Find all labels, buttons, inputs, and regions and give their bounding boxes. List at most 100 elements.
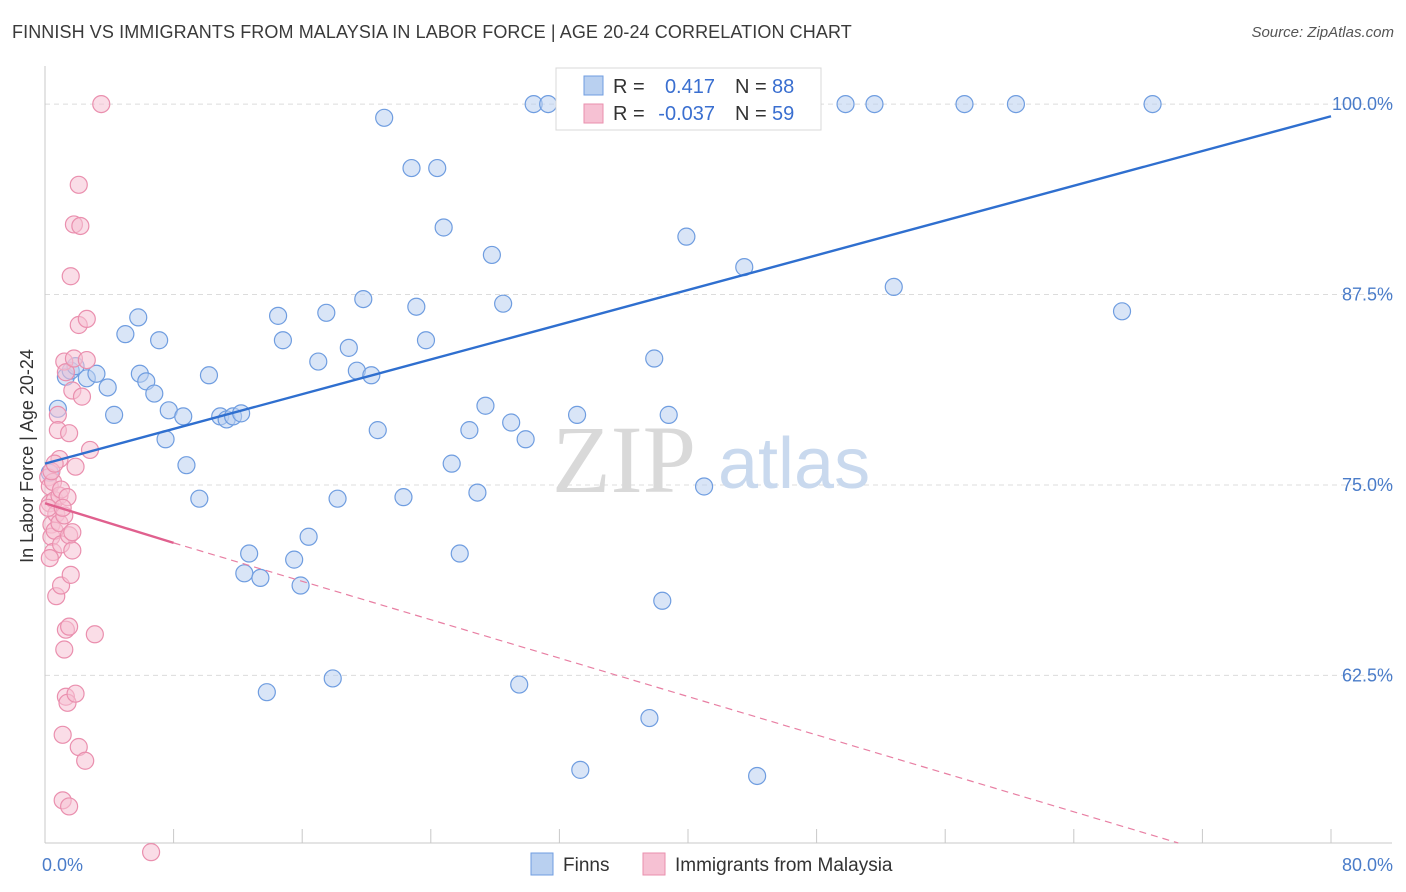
point-finns xyxy=(268,306,288,325)
x-tick-label: 0.0% xyxy=(42,855,83,875)
point-finns xyxy=(653,591,672,610)
trend-line-malaysia-extended xyxy=(173,542,1179,844)
point-malaysia xyxy=(61,565,80,584)
point-malaysia xyxy=(56,363,75,382)
point-malaysia xyxy=(66,457,85,476)
stats-swatch-finns xyxy=(583,75,604,96)
point-finns xyxy=(884,277,903,297)
point-finns xyxy=(309,352,328,371)
point-finns xyxy=(368,421,387,440)
point-finns xyxy=(257,683,276,702)
stats-n-value-finns: 88 xyxy=(772,76,794,98)
point-finns xyxy=(317,303,336,322)
point-malaysia xyxy=(141,843,161,862)
point-finns xyxy=(150,331,169,350)
point-finns xyxy=(510,675,529,694)
point-finns xyxy=(323,669,342,688)
stats-n-key-malaysia: N = xyxy=(735,103,767,125)
stats-swatch-malaysia xyxy=(583,103,604,124)
point-malaysia xyxy=(71,216,90,236)
point-finns xyxy=(694,477,714,496)
point-malaysia xyxy=(63,523,82,542)
point-finns xyxy=(129,308,148,327)
point-finns xyxy=(482,245,501,265)
stats-n-value-malaysia: 59 xyxy=(772,103,794,125)
point-finns xyxy=(460,421,479,440)
point-finns xyxy=(375,108,394,127)
point-finns xyxy=(251,568,270,588)
stats-r-key-finns: R = xyxy=(613,76,645,98)
point-finns xyxy=(98,378,117,397)
stats-r-value-malaysia: -0.037 xyxy=(658,103,715,125)
point-finns xyxy=(87,364,106,383)
point-finns xyxy=(865,94,884,114)
point-finns xyxy=(199,366,219,385)
point-finns xyxy=(240,544,259,563)
legend-swatch-finns xyxy=(530,852,554,876)
point-finns xyxy=(394,488,413,507)
point-malaysia xyxy=(66,684,85,703)
x-tick-label: 80.0% xyxy=(1342,855,1393,875)
point-finns xyxy=(105,405,124,424)
point-finns xyxy=(291,576,310,595)
y-tick-label: 62.5% xyxy=(1342,665,1393,685)
point-finns xyxy=(328,489,347,508)
point-malaysia xyxy=(77,309,96,329)
point-finns xyxy=(434,218,453,237)
point-finns xyxy=(836,94,855,114)
point-finns xyxy=(416,331,436,350)
point-finns xyxy=(145,384,164,403)
point-malaysia xyxy=(53,725,72,744)
point-finns xyxy=(476,396,495,415)
chart-source: Source: ZipAtlas.com xyxy=(1251,24,1394,41)
point-finns xyxy=(1006,94,1026,114)
legend: Finns Immigrants from Malaysia xyxy=(530,852,893,876)
point-finns xyxy=(748,766,767,786)
point-finns xyxy=(1112,302,1132,321)
point-finns xyxy=(285,550,304,569)
point-finns xyxy=(442,454,461,473)
point-malaysia xyxy=(72,387,92,406)
grid-lines xyxy=(45,103,1392,676)
tick-labels: 100.0% 87.5% 75.0% 62.5% 0.0% 80.0% xyxy=(42,94,1393,875)
point-finns xyxy=(468,483,487,502)
stats-n-key-finns: N = xyxy=(735,76,767,98)
point-finns xyxy=(174,407,193,426)
point-finns xyxy=(955,94,974,114)
point-finns xyxy=(659,405,678,424)
trend-lines xyxy=(44,115,1332,844)
stats-r-value-finns: 0.417 xyxy=(665,76,715,98)
point-malaysia xyxy=(92,94,111,114)
trend-line-malaysia xyxy=(44,502,174,545)
point-finns xyxy=(571,760,590,779)
watermark: ZIP atlas xyxy=(552,406,870,513)
point-finns xyxy=(450,544,469,563)
legend-swatch-malaysia xyxy=(642,852,666,876)
y-tick-label: 87.5% xyxy=(1342,285,1393,305)
y-axis-label: In Labor Force | Age 20-24 xyxy=(17,349,37,563)
point-finns xyxy=(677,227,696,246)
point-finns xyxy=(645,349,664,368)
point-malaysia xyxy=(61,267,80,286)
point-finns xyxy=(1143,94,1162,114)
chart-title: FINNISH VS IMMIGRANTS FROM MALAYSIA IN L… xyxy=(12,22,852,42)
point-malaysia xyxy=(76,751,95,770)
point-finns xyxy=(190,489,209,508)
point-finns xyxy=(402,158,421,178)
data-points xyxy=(39,94,1162,862)
legend-label-finns: Finns xyxy=(563,855,609,876)
point-finns xyxy=(516,430,535,449)
point-malaysia xyxy=(55,640,74,659)
legend-label-malaysia: Immigrants from Malaysia xyxy=(675,855,893,876)
y-tick-label: 75.0% xyxy=(1342,475,1393,495)
point-malaysia xyxy=(40,548,59,568)
point-finns xyxy=(539,94,558,114)
point-finns xyxy=(299,527,318,546)
stats-legend-box: R = 0.417 N = 88 R = -0.037 N = 59 xyxy=(555,67,822,131)
point-malaysia xyxy=(85,625,104,644)
point-finns xyxy=(177,456,196,475)
y-tick-label: 100.0% xyxy=(1332,94,1393,114)
point-finns xyxy=(235,564,254,583)
point-finns xyxy=(407,297,426,316)
